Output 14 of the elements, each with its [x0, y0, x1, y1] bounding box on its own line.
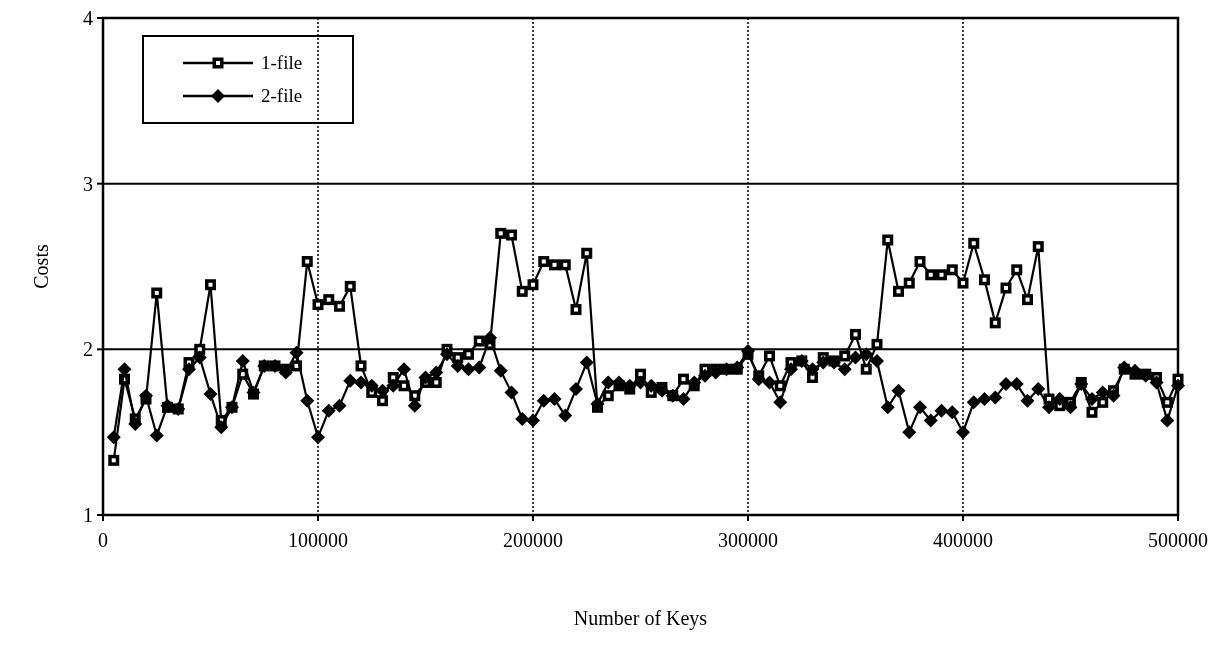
x-tick-label: 100000	[288, 529, 348, 551]
x-tick-label: 400000	[933, 529, 993, 551]
legend-label: 1-file	[261, 52, 303, 73]
x-axis-title: Number of Keys	[573, 607, 708, 630]
x-tick-label: 0	[98, 529, 108, 551]
y-tick-label: 1	[83, 504, 93, 526]
x-tick-label: 300000	[718, 529, 778, 551]
x-tick-label: 200000	[503, 529, 563, 551]
y-tick-label: 2	[83, 338, 93, 361]
legend-label: 2-file	[261, 85, 303, 106]
y-tick-label: 3	[83, 172, 93, 195]
x-tick-label: 500000	[1148, 529, 1208, 551]
y-axis-title: Costs	[30, 244, 52, 289]
y-tick-label: 4	[83, 7, 93, 29]
